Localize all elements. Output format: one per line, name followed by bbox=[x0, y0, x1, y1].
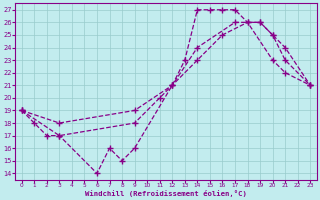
X-axis label: Windchill (Refroidissement éolien,°C): Windchill (Refroidissement éolien,°C) bbox=[85, 190, 247, 197]
